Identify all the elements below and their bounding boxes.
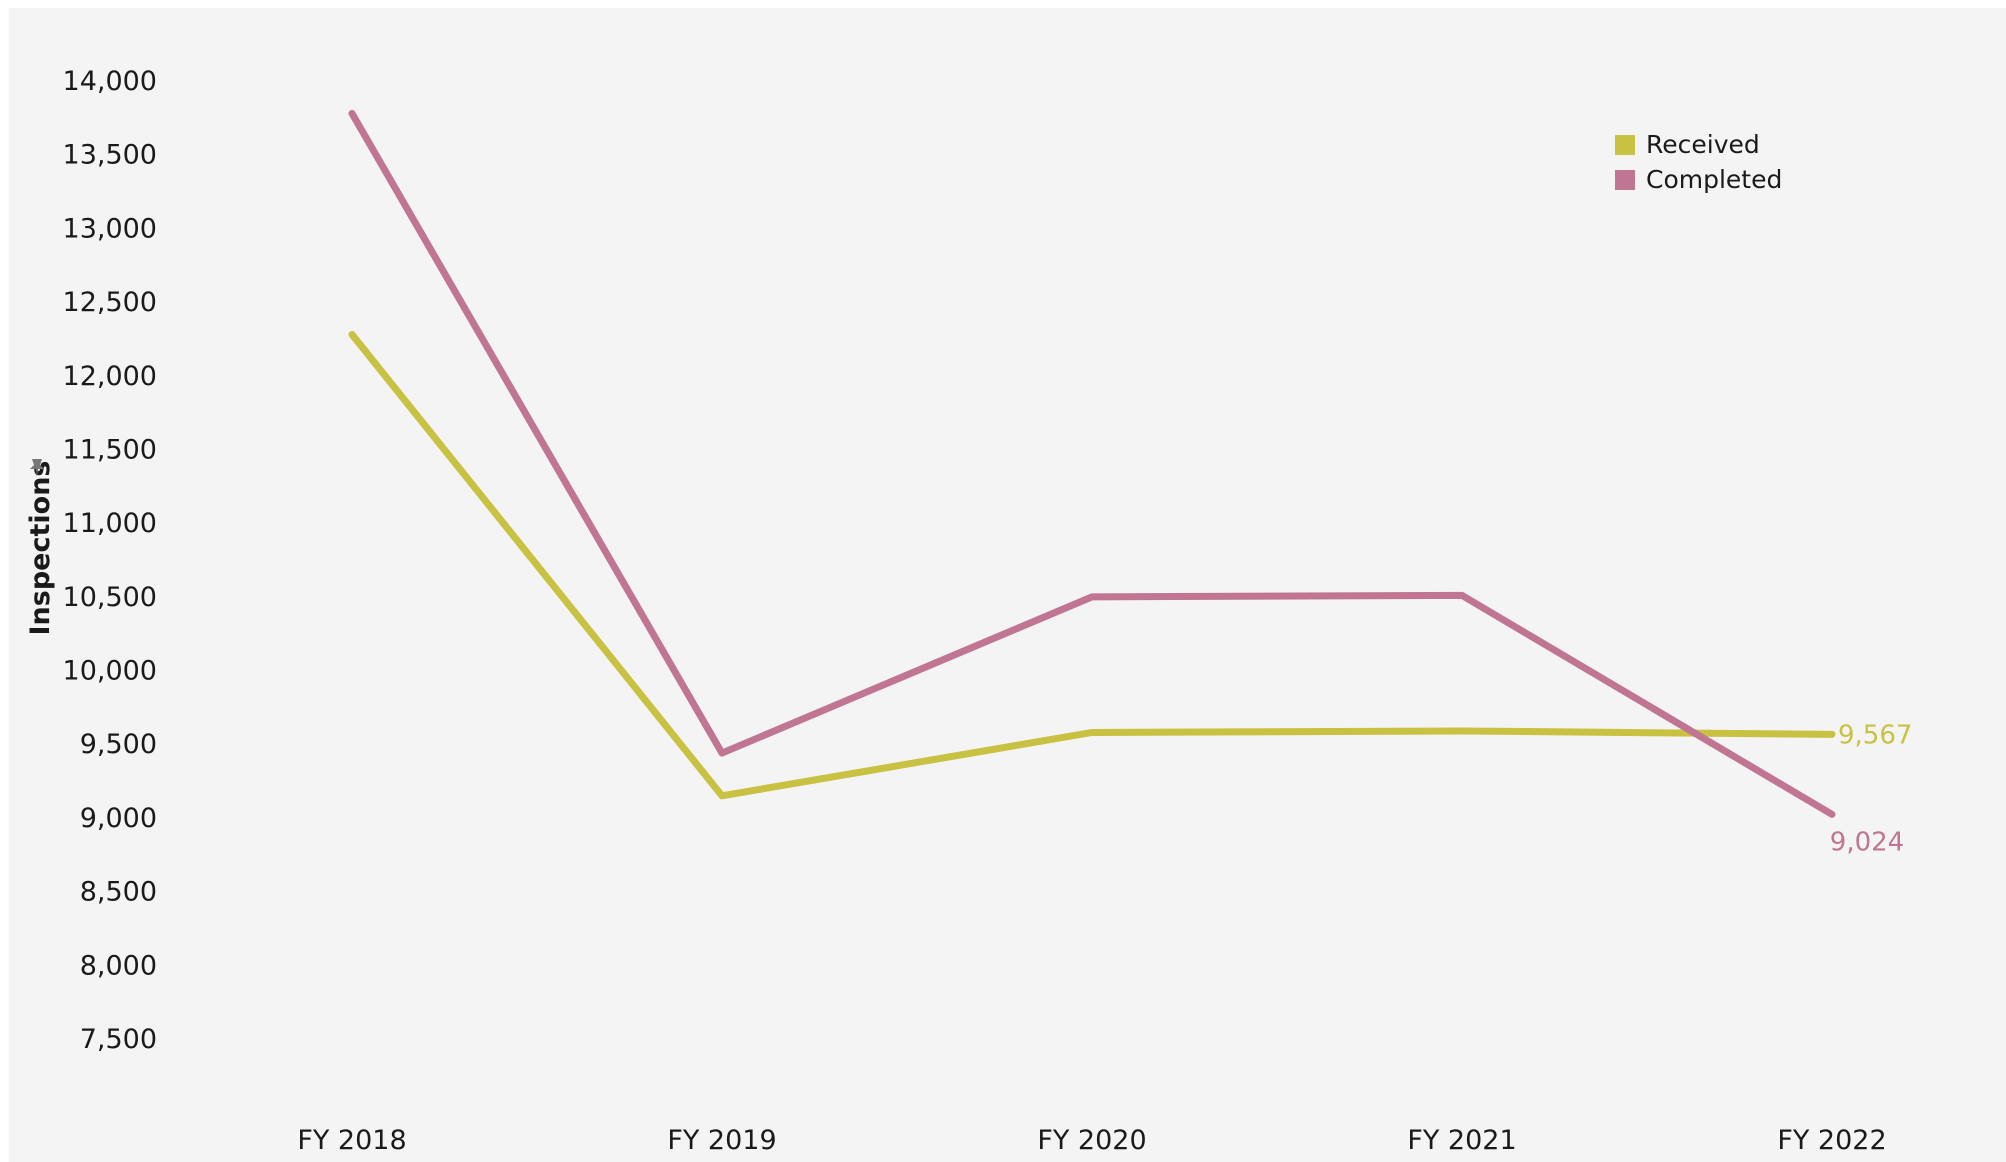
x-axis-ticks: FY 2018 FY 2019 FY 2020 FY 2021 FY 2022 [297, 1125, 1886, 1156]
x-tick-label: FY 2021 [1407, 1125, 1516, 1156]
y-tick-label: 7,500 [80, 1024, 157, 1055]
series-line-received[interactable] [348, 331, 1836, 800]
y-tick-label: 12,000 [63, 361, 157, 392]
y-axis-title: Inspections [25, 461, 56, 636]
y-tick-label: 13,500 [63, 140, 157, 171]
y-tick-label: 11,500 [63, 434, 157, 465]
line-chart: 7,500 8,000 8,500 9,000 9,500 10,000 10,500 11,… [25, 66, 1912, 1156]
y-tick-label: 14,000 [63, 66, 157, 97]
legend-swatch-received[interactable] [1615, 135, 1635, 155]
y-tick-label: 9,000 [80, 803, 157, 834]
legend-label-received[interactable]: Received [1646, 130, 1760, 159]
data-label-received: 9,567 [1838, 720, 1912, 750]
y-tick-label: 13,000 [63, 213, 157, 244]
y-tick-label: 10,500 [63, 582, 157, 613]
y-tick-label: 9,500 [80, 729, 157, 760]
series-line-completed[interactable] [348, 109, 1836, 818]
x-tick-label: FY 2022 [1777, 1125, 1886, 1156]
series-layer: 9,567 9,024 [348, 109, 1912, 857]
y-tick-label: 12,500 [63, 287, 157, 318]
y-tick-label: 11,000 [63, 508, 157, 539]
data-label-completed: 9,024 [1830, 827, 1904, 857]
y-tick-label: 10,000 [63, 656, 157, 687]
x-tick-label: FY 2019 [667, 1125, 776, 1156]
y-tick-label: 8,000 [80, 950, 157, 981]
y-tick-label: 8,500 [80, 877, 157, 908]
legend-swatch-completed[interactable] [1615, 170, 1635, 190]
x-tick-label: FY 2018 [297, 1125, 406, 1156]
x-tick-label: FY 2020 [1037, 1125, 1146, 1156]
legend-label-completed[interactable]: Completed [1646, 165, 1782, 194]
y-axis-pin-icon[interactable] [30, 459, 44, 477]
legend[interactable]: Received Completed [1615, 130, 1782, 194]
y-axis-ticks: 7,500 8,000 8,500 9,000 9,500 10,000 10,500 11,… [63, 66, 157, 1055]
chart-panel: 7,500 8,000 8,500 9,000 9,500 10,000 10,500 11,… [9, 8, 2006, 1162]
